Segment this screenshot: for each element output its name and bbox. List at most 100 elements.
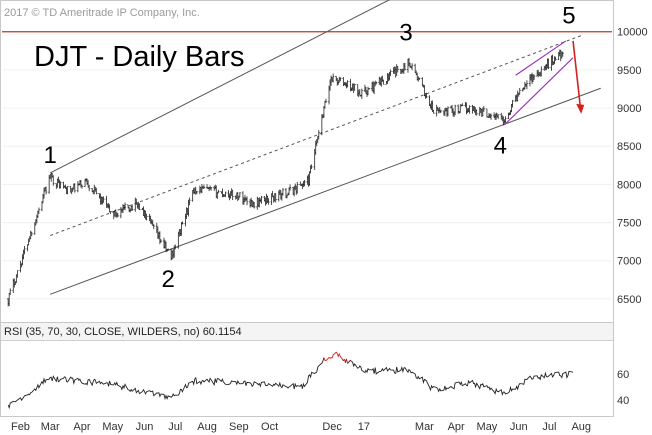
rsi-title: RSI (35, 70, 30, CLOSE, WILDERS, no) 60.… (4, 326, 242, 338)
price-bar (432, 109, 435, 114)
price-bar (497, 114, 500, 120)
price-bar (303, 180, 306, 187)
price-bar (525, 80, 529, 90)
price-bar (102, 196, 105, 203)
rsi-segment (347, 359, 351, 364)
price-bar (181, 221, 184, 225)
price-bar (188, 197, 191, 206)
ending-diagonal (503, 40, 574, 126)
date-tick-label: Jun (136, 421, 154, 433)
price-bar (489, 113, 493, 120)
date-tick-label: Dec (322, 421, 342, 433)
price-bar (44, 186, 48, 195)
date-tick-label: May (102, 421, 123, 433)
price-bar (131, 204, 134, 211)
date-tick-label: Feb (11, 421, 30, 433)
price-bar (532, 74, 536, 80)
rsi-overbought-segment (350, 359, 352, 362)
price-bar (410, 63, 414, 71)
price-bar (540, 66, 543, 77)
date-tick-label: Sep (229, 421, 249, 433)
price-bar (418, 77, 421, 81)
price-bar (30, 231, 33, 237)
price-tick-label: 9000 (617, 103, 641, 115)
price-bar (123, 202, 127, 211)
date-tick-label: Jul (168, 421, 182, 433)
price-bar (73, 183, 76, 193)
date-tick-label: Jul (542, 421, 556, 433)
arrow-shaft (572, 40, 582, 106)
price-bar (317, 130, 320, 140)
wave-label-4: 4 (494, 132, 507, 159)
price-bar (166, 248, 170, 251)
channel-upper-line (49, 0, 391, 174)
price-bar (202, 184, 206, 189)
price-bar (403, 63, 407, 71)
channel-median-line (50, 35, 582, 237)
projection-arrow (572, 40, 585, 114)
date-tick-label: 17 (358, 421, 370, 433)
rsi-line (7, 351, 574, 410)
price-bar (461, 103, 464, 106)
price-bar (296, 181, 299, 194)
rsi-segment (7, 357, 325, 410)
wave-label-1: 1 (44, 142, 57, 169)
arrow-head (576, 103, 585, 114)
price-bar (116, 213, 120, 218)
rsi-overbought-segment (323, 351, 344, 362)
rsi-panel-frame (0, 322, 614, 417)
price-bar (288, 184, 292, 191)
price-bar (16, 270, 19, 278)
date-tick-label: Apr (73, 421, 90, 433)
price-tick-label: 10000 (617, 27, 648, 39)
copyright-text: 2017 © TD Ameritrade IP Company, Inc. (4, 7, 200, 19)
price-bar (195, 191, 198, 195)
channel-lower-line (50, 87, 601, 295)
price-bar (324, 98, 328, 103)
rsi-overbought-segment (346, 358, 348, 364)
chart-title: DJT - Daily Bars (34, 41, 245, 73)
price-bar (238, 192, 242, 198)
price-bar (95, 187, 98, 195)
price-bar (360, 88, 364, 99)
price-bar (66, 186, 69, 195)
price-bar (511, 99, 514, 108)
price-bar (59, 181, 62, 189)
price-bar (80, 184, 84, 189)
price-tick-label: 6500 (617, 294, 641, 306)
rsi-axis: 60 40 (617, 369, 629, 407)
price-tick-label: 8000 (617, 179, 641, 191)
price-tick-label: 8500 (617, 141, 641, 153)
price-bar (425, 92, 428, 99)
price-bar (389, 69, 392, 77)
price-bar (145, 213, 148, 221)
date-tick-label: Mar (41, 421, 60, 433)
price-bar (518, 87, 521, 95)
date-axis: Feb Mar Apr May Jun Jul Aug Sep Oct Dec 17 Mar Apr Ma… (11, 421, 591, 433)
wave-label-5: 5 (562, 2, 575, 29)
price-bar (87, 184, 91, 192)
price-bar (346, 80, 349, 88)
price-bar (37, 207, 41, 214)
price-bars (6, 49, 564, 307)
price-bar (396, 65, 399, 73)
price-bar (159, 239, 163, 243)
price-bar (367, 88, 371, 90)
date-tick-label: Oct (261, 421, 278, 433)
price-bar (561, 51, 564, 57)
date-tick-label: May (477, 421, 498, 433)
rsi-segment (351, 361, 574, 397)
price-bar (224, 191, 227, 197)
diagonal-lower-line (503, 57, 574, 126)
price-bar (310, 164, 313, 169)
price-bar (281, 188, 285, 196)
price-bar (475, 109, 478, 116)
price-axis: 10000 9500 9000 8500 8000 7500 7000 6500 (617, 27, 648, 306)
price-bar (9, 288, 12, 296)
price-bar (217, 189, 220, 194)
date-tick-label: Mar (415, 421, 434, 433)
price-tick-label: 7500 (617, 218, 641, 230)
price-bar (109, 210, 112, 214)
date-tick-label: Apr (448, 421, 465, 433)
